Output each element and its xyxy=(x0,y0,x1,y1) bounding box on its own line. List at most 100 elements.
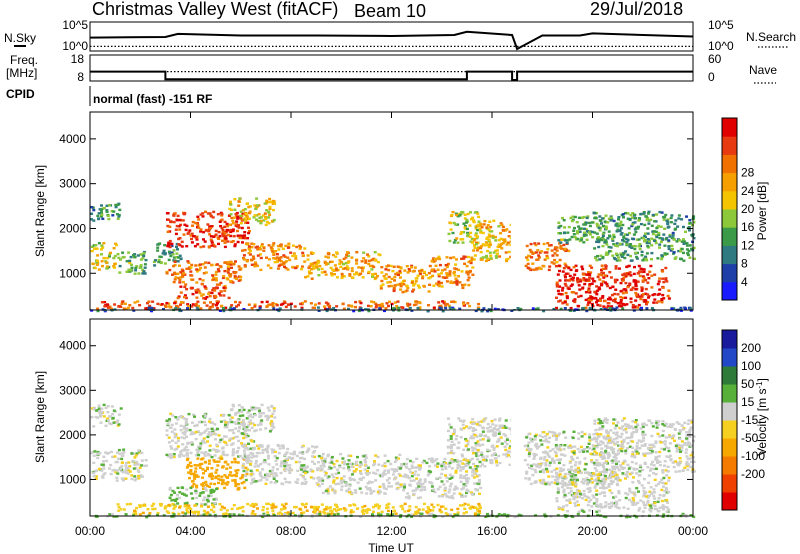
vel-data-cell xyxy=(191,497,195,500)
power-data-cell xyxy=(588,231,591,234)
vel-data-cell xyxy=(170,499,174,502)
power-data-cell xyxy=(650,307,654,310)
power-data-cell xyxy=(448,239,452,243)
power-data-cell xyxy=(606,284,610,288)
vel-data-cell xyxy=(471,471,475,474)
power-data-cell xyxy=(601,244,605,248)
power-data-cell xyxy=(640,286,644,289)
power-data-cell xyxy=(628,271,632,274)
power-data-cell xyxy=(584,298,588,302)
power-data-cell xyxy=(584,221,588,224)
power-data-cell xyxy=(275,253,279,256)
vel-data-cell xyxy=(578,460,582,464)
power-data-cell xyxy=(482,307,486,310)
power-data-cell xyxy=(128,259,132,263)
power-data-cell xyxy=(278,307,282,310)
power-data-cell xyxy=(563,307,567,310)
power-data-cell xyxy=(569,306,573,310)
power-data-cell xyxy=(392,265,396,268)
power-data-cell xyxy=(453,267,457,270)
power-data-cell xyxy=(453,280,457,284)
power-data-cell xyxy=(342,262,345,266)
vel-data-cell xyxy=(669,458,673,462)
vel-data-cell xyxy=(405,476,409,479)
vel-data-cell xyxy=(546,470,549,473)
vel-data-cell xyxy=(117,457,121,460)
power-data-cell xyxy=(682,238,685,241)
power-data-cell xyxy=(587,301,591,304)
vel-data-cell xyxy=(224,441,228,444)
vel-data-cell xyxy=(326,455,330,458)
vel-data-cell xyxy=(595,452,599,455)
power-data-cell xyxy=(235,223,239,226)
power-data-cell xyxy=(667,239,671,242)
vel-data-cell xyxy=(621,462,625,465)
vel-data-cell xyxy=(489,429,493,432)
power-data-cell xyxy=(213,245,217,248)
power-data-cell xyxy=(350,269,354,273)
power-data-cell xyxy=(257,246,261,250)
vel-data-cell xyxy=(383,469,387,472)
vel-data-cell xyxy=(466,480,470,483)
power-data-cell xyxy=(445,272,449,275)
vel-data-cell xyxy=(448,461,452,465)
vel-data-cell xyxy=(606,441,610,444)
power-data-cell xyxy=(441,310,445,313)
power-data-cell xyxy=(100,301,104,304)
power-data-cell xyxy=(546,248,550,251)
vel-data-cell xyxy=(583,468,587,471)
power-data-cell xyxy=(220,212,224,216)
power-data-cell xyxy=(526,262,530,266)
power-data-cell xyxy=(653,298,657,301)
vel-data-cell xyxy=(407,476,411,480)
vel-data-cell xyxy=(404,474,408,477)
vel-data-cell xyxy=(230,429,234,432)
power-data-cell xyxy=(585,309,589,313)
vel-data-cell xyxy=(533,438,537,441)
power-data-cell xyxy=(595,301,598,304)
power-data-cell xyxy=(427,304,430,307)
power-data-cell xyxy=(605,227,608,230)
power-data-cell xyxy=(210,215,213,218)
power-data-cell xyxy=(657,300,661,303)
vel-data-cell xyxy=(630,432,634,435)
power-data-cell xyxy=(646,216,649,220)
vel-data-cell xyxy=(554,444,558,447)
vel-data-cell xyxy=(253,413,257,417)
power-data-cell xyxy=(303,300,307,303)
vel-data-cell xyxy=(498,419,501,422)
power-data-cell xyxy=(166,224,170,228)
power-data-cell xyxy=(575,269,579,272)
power-data-cell xyxy=(634,281,638,285)
power-data-cell xyxy=(240,218,244,221)
power-data-cell xyxy=(623,212,627,215)
vel-data-cell xyxy=(659,441,663,444)
power-data-cell xyxy=(329,260,332,264)
power-data-cell xyxy=(167,250,171,253)
vel-data-cell xyxy=(189,470,193,473)
vel-data-cell xyxy=(182,454,186,457)
power-data-cell xyxy=(688,219,692,222)
power-data-cell xyxy=(690,247,694,250)
vel-data-cell xyxy=(251,448,255,451)
power-data-cell xyxy=(374,272,377,276)
vel-data-cell xyxy=(648,452,652,455)
vel-data-cell xyxy=(573,449,576,453)
vel-data-cell xyxy=(284,480,288,484)
power-data-cell xyxy=(576,237,580,241)
vel-data-cell xyxy=(250,426,254,429)
power-data-cell xyxy=(387,304,390,308)
vel-data-cell xyxy=(527,455,531,458)
power-data-cell xyxy=(247,205,251,209)
power-data-cell xyxy=(572,266,576,269)
power-data-cell xyxy=(646,245,650,248)
vel-data-cell xyxy=(411,461,415,464)
beam-label: Beam 10 xyxy=(354,1,426,21)
power-data-cell xyxy=(642,268,646,271)
vel-data-cell xyxy=(185,452,189,455)
vel-data-cell xyxy=(686,468,690,471)
power-data-cell xyxy=(117,256,121,260)
power-data-cell xyxy=(634,217,637,220)
power-data-cell xyxy=(631,245,634,248)
power-data-cell xyxy=(157,260,161,264)
